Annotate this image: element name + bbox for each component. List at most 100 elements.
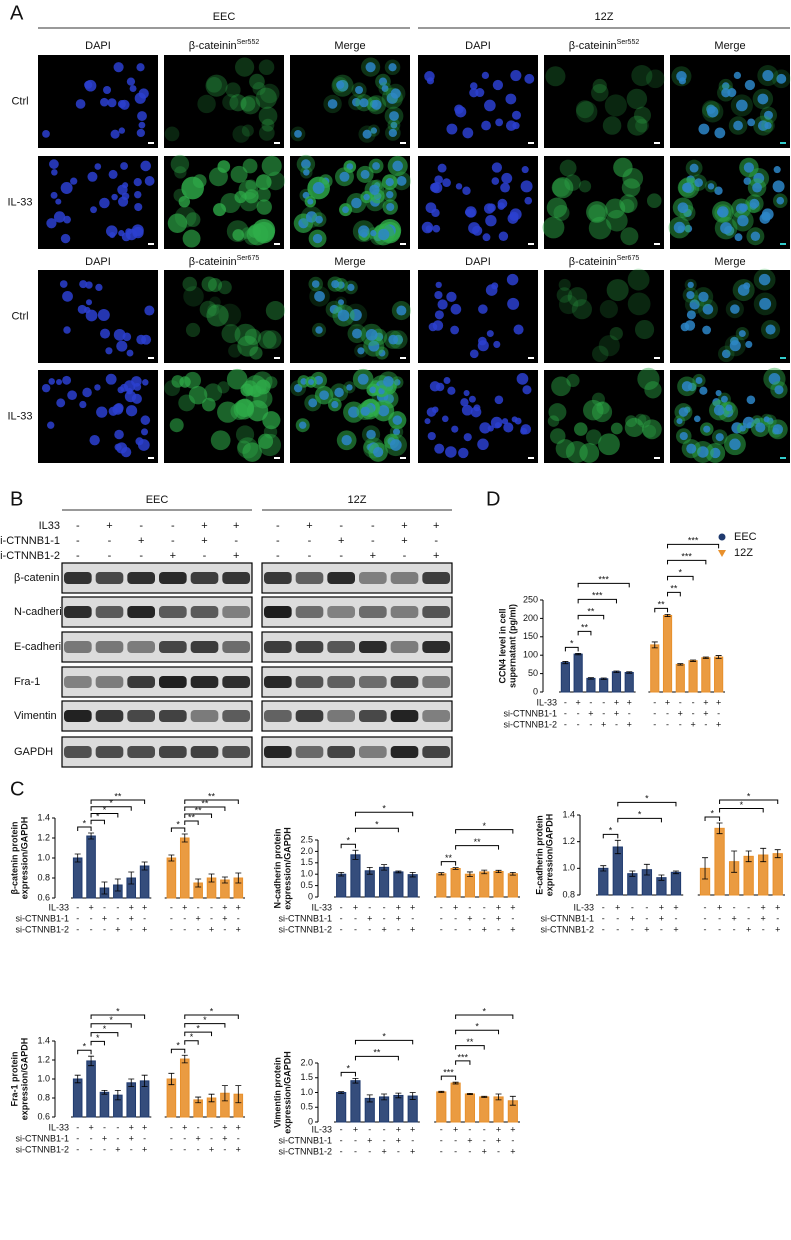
- bar: [507, 873, 518, 898]
- cell-cytoplasm: [567, 287, 588, 307]
- condition-sign: +: [367, 1135, 372, 1145]
- scale-bar: [274, 142, 280, 144]
- condition-sign: -: [171, 520, 175, 532]
- cell-nucleus: [678, 407, 689, 417]
- condition-sign: +: [102, 1133, 107, 1143]
- error-bar: [690, 659, 697, 662]
- y-tick-label: 1.2: [562, 836, 575, 846]
- condition-sign: -: [411, 1135, 414, 1145]
- cell-nucleus: [744, 79, 756, 91]
- condition-sign: +: [401, 535, 407, 547]
- condition-sign: +: [236, 1122, 241, 1132]
- condition-sign: -: [276, 535, 280, 547]
- cell-nucleus: [140, 160, 152, 172]
- condition-sign: -: [368, 1146, 371, 1156]
- condition-sign: -: [679, 697, 682, 707]
- condition-sign: -: [371, 520, 375, 532]
- protein-label: β-catenin: [14, 572, 59, 584]
- scale-bar: [148, 357, 154, 359]
- y-tick-label: 0: [308, 891, 313, 901]
- stain-label: β-cateininSer675: [569, 255, 640, 268]
- error-bar: [221, 876, 228, 884]
- cell-cytoplasm: [624, 417, 644, 438]
- blot-box: [61, 562, 253, 594]
- significance-bracket: [719, 808, 764, 813]
- error-bar: [352, 1077, 359, 1084]
- significance-label: ***: [592, 591, 603, 601]
- cell-cytoplasm: [232, 229, 245, 241]
- significance-label: **: [474, 837, 482, 847]
- scale-bar: [528, 142, 534, 144]
- y-axis-title: expression/GAPDH: [544, 814, 554, 897]
- blot-band: [327, 710, 355, 722]
- condition-sign: -: [90, 1144, 93, 1154]
- condition-sign: -: [468, 1146, 471, 1156]
- cell-nucleus: [487, 203, 496, 213]
- cell-nucleus: [85, 299, 93, 306]
- condition-sign: -: [468, 902, 471, 912]
- significance-bracket: [354, 1055, 399, 1061]
- scale-bar: [780, 457, 786, 459]
- blot-band: [127, 641, 155, 653]
- significance-bracket: [184, 1040, 199, 1045]
- condition-sign: -: [237, 913, 240, 923]
- bar: [493, 870, 504, 898]
- error-bar: [760, 847, 767, 863]
- condition-sign: -: [454, 1135, 457, 1145]
- blot-band: [127, 606, 155, 618]
- significance-bracket: [184, 799, 239, 804]
- cell-nucleus: [365, 328, 378, 341]
- cell-cytoplasm: [249, 73, 265, 90]
- condition-label: si-CTNNB1-2: [540, 924, 594, 934]
- cell-nucleus: [134, 190, 142, 199]
- protein-label: Vimentin: [14, 710, 57, 722]
- condition-sign: +: [627, 719, 632, 729]
- bar: [179, 1058, 190, 1118]
- cell-nucleus: [352, 328, 363, 339]
- condition-sign: -: [171, 535, 175, 547]
- cell-nucleus: [117, 386, 125, 394]
- error-bar: [715, 655, 722, 659]
- condition-sign: +: [142, 1122, 147, 1132]
- error-bar: [613, 670, 620, 673]
- stain-label: DAPI: [465, 40, 491, 52]
- cell-nucleus: [773, 166, 781, 174]
- error-bar: [88, 1055, 95, 1067]
- cell-nucleus: [727, 88, 737, 98]
- cell-cytoplasm: [217, 381, 230, 394]
- condition-sign: -: [108, 550, 112, 562]
- y-tick-label: 0.8: [562, 889, 575, 899]
- stain-label: DAPI: [85, 256, 111, 268]
- condition-sign: -: [704, 924, 707, 934]
- y-tick-label: 1.4: [37, 1035, 50, 1045]
- stain-name: Merge: [714, 256, 745, 268]
- cell-cytoplasm: [210, 430, 231, 451]
- condition-sign: -: [397, 924, 400, 934]
- blot-band: [390, 641, 419, 653]
- cell-cytoplasm: [255, 87, 277, 109]
- blot-band: [159, 641, 187, 653]
- cell-nucleus: [699, 386, 708, 395]
- scale-bar: [148, 243, 154, 245]
- condition-label: si-CTNNB1-2: [15, 1144, 69, 1154]
- bar: [378, 1096, 390, 1123]
- cell-nucleus: [468, 222, 481, 235]
- cell-nucleus: [434, 310, 444, 320]
- condition-sign: -: [234, 535, 238, 547]
- cell-nucleus: [446, 291, 457, 303]
- cell-cytoplasm: [229, 94, 247, 112]
- stain-name: DAPI: [465, 256, 491, 268]
- cell-cytoplasm: [631, 65, 653, 87]
- cell-cytoplasm: [174, 206, 197, 228]
- cell-nucleus: [460, 398, 469, 407]
- condition-sign: +: [576, 697, 581, 707]
- y-tick-label: 0.6: [37, 1111, 50, 1121]
- bar: [126, 1082, 137, 1118]
- cell-nucleus: [475, 88, 485, 98]
- error-bar: [195, 1096, 202, 1104]
- blot-band: [159, 676, 187, 688]
- scale-bar: [528, 457, 534, 459]
- cell-nucleus: [511, 110, 521, 120]
- y-tick-label: 200: [523, 613, 538, 623]
- significance-label: *: [96, 1033, 100, 1043]
